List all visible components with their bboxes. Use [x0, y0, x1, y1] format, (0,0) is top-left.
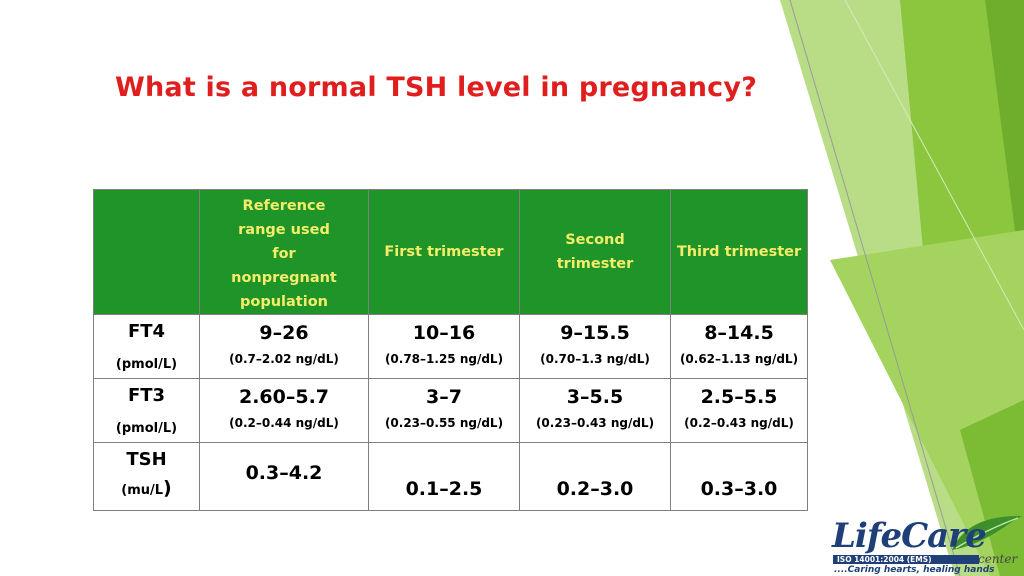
logo-suffix: center [978, 552, 1018, 566]
value-cell: 0.2–3.0 [519, 442, 671, 511]
value-cell: 3–7 (0.23–0.55 ng/dL) [368, 378, 520, 443]
value-cell: 2.5–5.5 (0.2–0.43 ng/dL) [670, 378, 808, 443]
deco-line-light [844, 0, 1024, 331]
range-value: 9–15.5 [560, 322, 630, 344]
range-value: 9–26 [259, 322, 309, 344]
row-unit-wrap: (mu/L) [94, 477, 199, 499]
row-name: FT4 [127, 321, 166, 342]
value-cell: 0.3–4.2 [199, 442, 369, 511]
lifecare-logo: LifeCare center ISO 14001:2004 (EMS) ...… [828, 514, 1024, 576]
range-value: 3–5.5 [566, 386, 624, 408]
row-name: FT3 [127, 385, 166, 406]
deco-band-dark [985, 0, 1024, 300]
header-cell-reference: Reference range used for nonpregnant pop… [199, 189, 369, 315]
table-header-row: Reference range used for nonpregnant pop… [93, 189, 808, 315]
deco-band-corner [960, 400, 1024, 576]
range-value: 0.3–3.0 [700, 478, 778, 500]
logo-iso: ISO 14001:2004 (EMS) [833, 555, 979, 564]
row-name: TSH [126, 449, 167, 470]
table-row: FT3 (pmol/L) 2.60–5.7 (0.2–0.44 ng/dL) 3… [93, 378, 808, 443]
row-unit: (pmol/L) [115, 357, 178, 372]
range-value: 0.2–3.0 [556, 478, 634, 500]
value-cell: 10–16 (0.78–1.25 ng/dL) [368, 314, 520, 379]
table-row: TSH (mu/L) 0.3–4.2 0.1–2.5 0.2–3.0 0.3–3… [93, 442, 808, 511]
header-second-label: Second trimester [556, 232, 634, 272]
leaf-icon [952, 516, 1022, 550]
header-cell-first-trimester: First trimester [368, 189, 520, 315]
logo-name: LifeCare [832, 516, 987, 556]
deco-line [789, 0, 961, 576]
range-sub: (0.70–1.3 ng/dL) [540, 352, 650, 366]
row-label-cell: FT3 (pmol/L) [93, 378, 200, 443]
range-sub: (0.7–2.02 ng/dL) [229, 352, 339, 366]
table-row: FT4 (pmol/L) 9–26 (0.7–2.02 ng/dL) 10–16… [93, 314, 808, 379]
range-value: 8–14.5 [704, 322, 774, 344]
range-sub: (0.23–0.55 ng/dL) [384, 416, 504, 430]
value-cell: 9–15.5 (0.70–1.3 ng/dL) [519, 314, 671, 379]
value-cell: 2.60–5.7 (0.2–0.44 ng/dL) [199, 378, 369, 443]
header-cell-third-trimester: Third trimester [670, 189, 808, 315]
range-sub: (0.23–0.43 ng/dL) [535, 416, 655, 430]
page-title: What is a normal TSH level in pregnancy? [115, 72, 758, 103]
row-unit: (pmol/L) [115, 421, 178, 436]
range-value: 10–16 [412, 322, 476, 344]
header-cell-second-trimester: Second trimester [519, 189, 671, 315]
range-sub: (0.2–0.43 ng/dL) [684, 416, 794, 430]
row-unit-close: ) [163, 477, 172, 499]
header-reference-label: Reference range used for nonpregnant pop… [231, 198, 337, 310]
range-value: 2.5–5.5 [700, 386, 778, 408]
range-value: 2.60–5.7 [238, 386, 330, 408]
range-value: 0.1–2.5 [405, 478, 483, 500]
value-cell: 8–14.5 (0.62–1.13 ng/dL) [670, 314, 808, 379]
value-cell: 9–26 (0.7–2.02 ng/dL) [199, 314, 369, 379]
header-cell-empty [93, 189, 200, 315]
range-sub: (0.2–0.44 ng/dL) [229, 416, 339, 430]
range-value: 0.3–4.2 [245, 462, 323, 484]
row-label-cell: TSH (mu/L) [93, 442, 200, 511]
value-cell: 0.1–2.5 [368, 442, 520, 511]
value-cell: 3–5.5 (0.23–0.43 ng/dL) [519, 378, 671, 443]
row-unit: (mu/L [121, 483, 164, 498]
range-sub: (0.78–1.25 ng/dL) [384, 352, 504, 366]
row-label-cell: FT4 (pmol/L) [93, 314, 200, 379]
value-cell: 0.3–3.0 [670, 442, 808, 511]
deco-band-lower [830, 230, 1024, 576]
logo-tagline: ....Caring hearts, healing hands [834, 565, 995, 575]
range-sub: (0.62–1.13 ng/dL) [679, 352, 799, 366]
range-value: 3–7 [426, 386, 462, 408]
reference-table: Reference range used for nonpregnant pop… [93, 189, 808, 511]
